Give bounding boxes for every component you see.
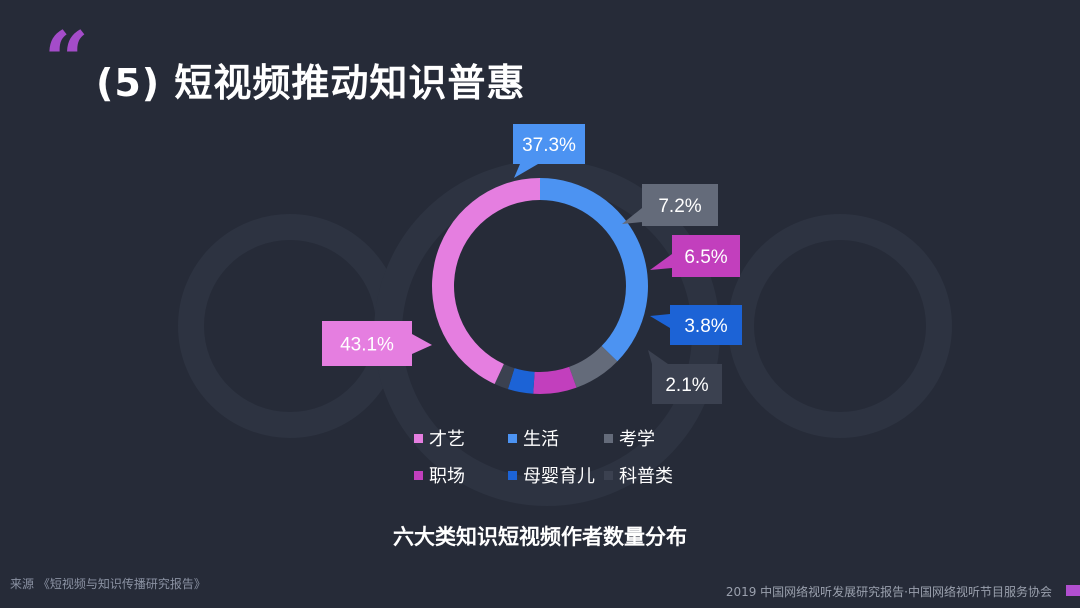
legend-item-caiyi: 才艺 [414,426,508,450]
callout-box-muying [670,305,742,345]
data-label-kepu: 2.1% [665,375,708,396]
callout-shenghuo: 37.3% [513,124,585,178]
legend-item-kepu: 科普类 [604,463,694,487]
page-title: (5) 短视频推动知识普惠 [96,61,526,105]
legend-swatch-shenghuo [508,433,517,443]
legend-label-zhichang: 职场 [429,466,465,487]
donut-slice-shenghuo [540,178,648,362]
callout-pointer-zhichang [650,254,672,270]
callout-caiyi: 43.1% [322,321,432,366]
legend-swatch-muying [508,470,517,480]
donut-slice-kepu [494,364,515,390]
callout-kaoxue: 7.2% [622,184,718,226]
callout-kepu: 2.1% [648,350,722,404]
data-label-caiyi: 43.1% [340,335,394,356]
quote-mark-icon: “ [44,15,89,106]
legend-item-muying: 母婴育儿 [508,463,604,487]
donut-slice-caiyi [431,178,540,385]
legend-item-kaoxue: 考学 [604,426,694,450]
donut-slice-zhichang [533,366,577,394]
callout-muying: 3.8% [650,305,742,345]
chart-title: 六大类知识短视频作者数量分布 [393,525,687,549]
donut-slice-muying [507,368,535,394]
data-label-muying: 3.8% [684,316,727,337]
legend-label-caiyi: 才艺 [429,429,465,450]
callout-box-kaoxue [642,184,718,226]
legend-item-shenghuo: 生活 [508,426,604,450]
source-note: 来源 《短视频与知识传播研究报告》 [10,577,206,591]
callout-pointer-shenghuo [514,164,538,178]
callout-pointer-muying [650,314,670,328]
footer-text: 2019 中国网络视听发展研究报告·中国网络视听节目服务协会 [725,585,1052,599]
legend-swatch-kepu [604,470,613,480]
legend-swatch-kaoxue [604,433,613,443]
callout-zhichang: 6.5% [650,235,740,277]
legend-swatch-caiyi [414,433,423,443]
callout-box-kepu [652,364,722,404]
chart-legend: 才艺 生活 考学 职场 母婴育儿 科普类 [414,426,694,487]
legend-swatch-zhichang [414,470,423,480]
legend-item-zhichang: 职场 [414,463,508,487]
callout-box-zhichang [672,235,740,277]
legend-label-kepu: 科普类 [619,466,673,487]
legend-label-kaoxue: 考学 [619,429,655,450]
callout-pointer-kaoxue [622,208,642,224]
callout-box-shenghuo [513,124,585,164]
data-label-zhichang: 6.5% [684,247,727,268]
callout-pointer-caiyi [412,334,432,354]
data-label-kaoxue: 7.2% [658,196,701,217]
callout-box-caiyi [322,321,412,366]
legend-label-shenghuo: 生活 [523,429,559,450]
legend-label-muying: 母婴育儿 [523,466,595,487]
donut-slice-kaoxue [569,346,618,388]
footer-accent-bar [1066,585,1080,596]
data-label-shenghuo: 37.3% [522,135,576,156]
callout-pointer-kepu [648,350,668,364]
